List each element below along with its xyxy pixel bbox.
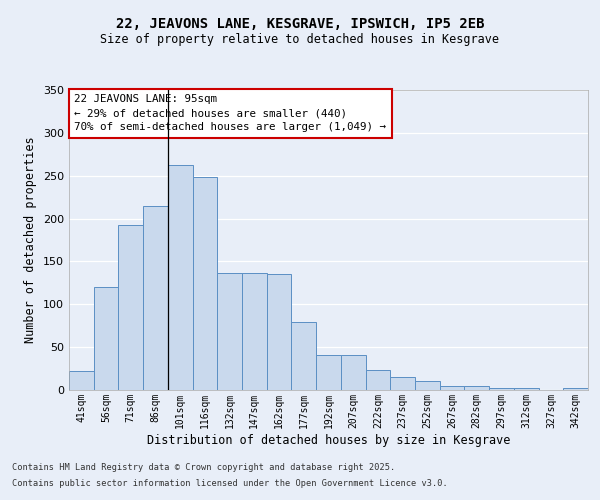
Bar xyxy=(341,355,365,390)
Bar xyxy=(242,274,267,390)
Bar xyxy=(217,274,242,390)
Bar xyxy=(292,322,316,390)
Bar xyxy=(415,382,440,390)
Bar xyxy=(464,386,489,390)
Bar xyxy=(267,274,292,390)
Bar xyxy=(563,388,588,390)
Text: Contains HM Land Registry data © Crown copyright and database right 2025.: Contains HM Land Registry data © Crown c… xyxy=(12,464,395,472)
Bar xyxy=(168,166,193,390)
Bar xyxy=(440,386,464,390)
Bar xyxy=(365,370,390,390)
Bar xyxy=(118,224,143,390)
Bar xyxy=(489,388,514,390)
Bar xyxy=(143,206,168,390)
Bar xyxy=(390,377,415,390)
Bar xyxy=(193,176,217,390)
Bar xyxy=(94,287,118,390)
Text: 22, JEAVONS LANE, KESGRAVE, IPSWICH, IP5 2EB: 22, JEAVONS LANE, KESGRAVE, IPSWICH, IP5… xyxy=(116,18,484,32)
Text: Size of property relative to detached houses in Kesgrave: Size of property relative to detached ho… xyxy=(101,32,499,46)
Text: 22 JEAVONS LANE: 95sqm
← 29% of detached houses are smaller (440)
70% of semi-de: 22 JEAVONS LANE: 95sqm ← 29% of detached… xyxy=(74,94,386,132)
Bar xyxy=(69,371,94,390)
Y-axis label: Number of detached properties: Number of detached properties xyxy=(25,136,37,344)
X-axis label: Distribution of detached houses by size in Kesgrave: Distribution of detached houses by size … xyxy=(147,434,510,446)
Bar xyxy=(316,355,341,390)
Text: Contains public sector information licensed under the Open Government Licence v3: Contains public sector information licen… xyxy=(12,478,448,488)
Bar xyxy=(514,388,539,390)
